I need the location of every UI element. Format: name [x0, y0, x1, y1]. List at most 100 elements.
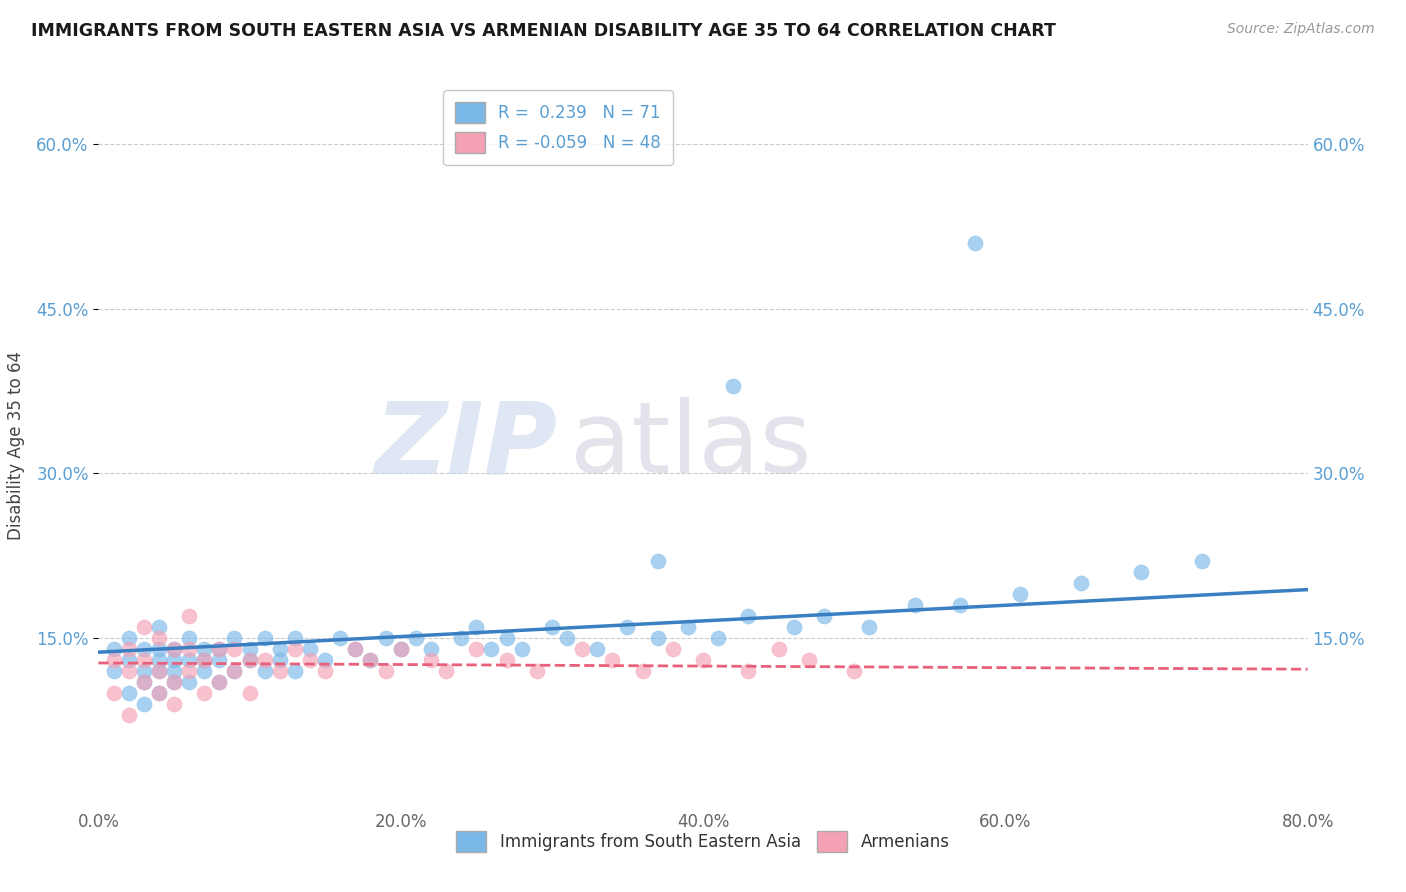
- Point: [148, 653, 170, 667]
- Point: [768, 642, 790, 657]
- Point: [118, 631, 141, 645]
- Point: [949, 598, 972, 612]
- Point: [420, 642, 443, 657]
- Point: [253, 664, 276, 678]
- Point: [163, 697, 186, 711]
- Point: [208, 642, 231, 657]
- Point: [284, 631, 307, 645]
- Point: [284, 664, 307, 678]
- Point: [179, 609, 201, 624]
- Point: [224, 664, 246, 678]
- Point: [269, 653, 291, 667]
- Point: [253, 653, 276, 667]
- Point: [132, 675, 155, 690]
- Point: [284, 642, 307, 657]
- Point: [360, 653, 382, 667]
- Point: [540, 620, 562, 634]
- Point: [148, 631, 170, 645]
- Point: [193, 653, 215, 667]
- Point: [314, 664, 336, 678]
- Point: [797, 653, 820, 667]
- Point: [148, 686, 170, 700]
- Point: [193, 653, 215, 667]
- Point: [813, 609, 835, 624]
- Point: [616, 620, 638, 634]
- Point: [344, 642, 367, 657]
- Point: [224, 664, 246, 678]
- Point: [631, 664, 654, 678]
- Text: ZIP: ZIP: [375, 398, 558, 494]
- Point: [193, 642, 215, 657]
- Point: [179, 653, 201, 667]
- Point: [239, 653, 262, 667]
- Point: [193, 686, 215, 700]
- Point: [239, 642, 262, 657]
- Point: [118, 642, 141, 657]
- Point: [132, 675, 155, 690]
- Point: [707, 631, 730, 645]
- Point: [389, 642, 412, 657]
- Point: [314, 653, 336, 667]
- Point: [163, 664, 186, 678]
- Point: [193, 664, 215, 678]
- Point: [526, 664, 548, 678]
- Point: [163, 642, 186, 657]
- Point: [148, 642, 170, 657]
- Point: [148, 664, 170, 678]
- Point: [495, 653, 517, 667]
- Point: [148, 686, 170, 700]
- Point: [118, 653, 141, 667]
- Point: [103, 686, 125, 700]
- Point: [737, 609, 759, 624]
- Point: [661, 642, 683, 657]
- Point: [723, 378, 745, 392]
- Point: [844, 664, 866, 678]
- Y-axis label: Disability Age 35 to 64: Disability Age 35 to 64: [7, 351, 25, 541]
- Point: [208, 675, 231, 690]
- Point: [904, 598, 927, 612]
- Point: [858, 620, 880, 634]
- Point: [495, 631, 517, 645]
- Point: [163, 653, 186, 667]
- Point: [148, 664, 170, 678]
- Point: [103, 664, 125, 678]
- Point: [647, 554, 669, 568]
- Point: [586, 642, 609, 657]
- Point: [239, 686, 262, 700]
- Point: [208, 642, 231, 657]
- Point: [118, 686, 141, 700]
- Point: [103, 642, 125, 657]
- Point: [434, 664, 457, 678]
- Text: IMMIGRANTS FROM SOUTH EASTERN ASIA VS ARMENIAN DISABILITY AGE 35 TO 64 CORRELATI: IMMIGRANTS FROM SOUTH EASTERN ASIA VS AR…: [31, 22, 1056, 40]
- Point: [224, 631, 246, 645]
- Point: [676, 620, 699, 634]
- Point: [148, 620, 170, 634]
- Point: [118, 708, 141, 723]
- Point: [360, 653, 382, 667]
- Point: [208, 675, 231, 690]
- Point: [374, 631, 396, 645]
- Point: [692, 653, 714, 667]
- Point: [163, 642, 186, 657]
- Point: [103, 653, 125, 667]
- Point: [132, 620, 155, 634]
- Point: [163, 675, 186, 690]
- Point: [783, 620, 806, 634]
- Text: Source: ZipAtlas.com: Source: ZipAtlas.com: [1227, 22, 1375, 37]
- Point: [239, 653, 262, 667]
- Point: [450, 631, 472, 645]
- Point: [224, 642, 246, 657]
- Point: [555, 631, 578, 645]
- Point: [163, 675, 186, 690]
- Point: [299, 653, 322, 667]
- Point: [420, 653, 443, 667]
- Point: [510, 642, 533, 657]
- Point: [179, 642, 201, 657]
- Point: [374, 664, 396, 678]
- Point: [1070, 576, 1092, 591]
- Point: [1010, 587, 1032, 601]
- Point: [1191, 554, 1213, 568]
- Point: [647, 631, 669, 645]
- Point: [118, 664, 141, 678]
- Point: [179, 675, 201, 690]
